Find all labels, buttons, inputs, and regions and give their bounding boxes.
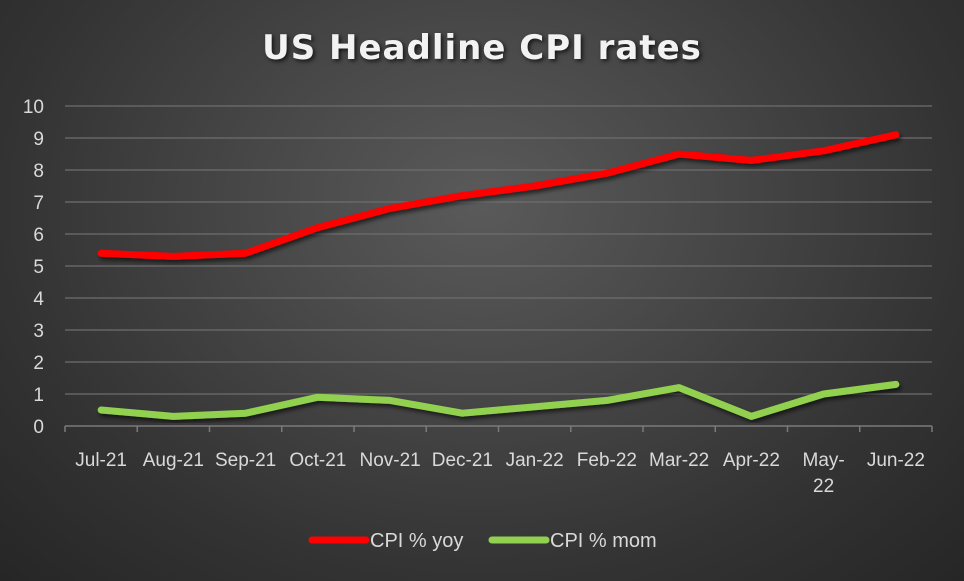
x-tick-label: Apr-22: [723, 450, 780, 471]
x-tick-label: Nov-21: [360, 450, 421, 471]
x-tick-label: Oct-21: [289, 450, 346, 471]
y-tick-label: 4: [33, 289, 44, 310]
y-tick-label: 3: [33, 321, 44, 342]
x-tick-label: Sep-21: [215, 450, 276, 471]
series-line-mom: [97, 380, 900, 420]
series-line-yoy: [97, 131, 900, 260]
chart-title: US Headline CPI rates: [262, 28, 702, 68]
x-tick-label: Jan-22: [506, 450, 564, 471]
x-tick-label: Aug-21: [143, 450, 204, 471]
y-tick-label: 5: [33, 257, 44, 278]
y-tick-label: 6: [33, 225, 44, 246]
x-tick-label: May-22: [803, 450, 845, 497]
x-tick-label: Dec-21: [432, 450, 493, 471]
y-tick-label: 9: [33, 129, 44, 150]
y-tick-label: 1: [33, 385, 44, 406]
x-tick-label: Feb-22: [577, 450, 637, 471]
legend-label: CPI % mom: [550, 530, 657, 552]
y-tick-label: 8: [33, 161, 44, 182]
y-tick-label: 10: [23, 97, 44, 118]
x-tick-label: Jun-22: [867, 450, 925, 471]
x-tick-label: Jul-21: [75, 450, 127, 471]
y-tick-label: 0: [33, 417, 44, 438]
y-tick-label: 7: [33, 193, 44, 214]
legend-label: CPI % yoy: [370, 530, 463, 552]
x-tick-label: Mar-22: [649, 450, 709, 471]
y-tick-label: 2: [33, 353, 44, 374]
